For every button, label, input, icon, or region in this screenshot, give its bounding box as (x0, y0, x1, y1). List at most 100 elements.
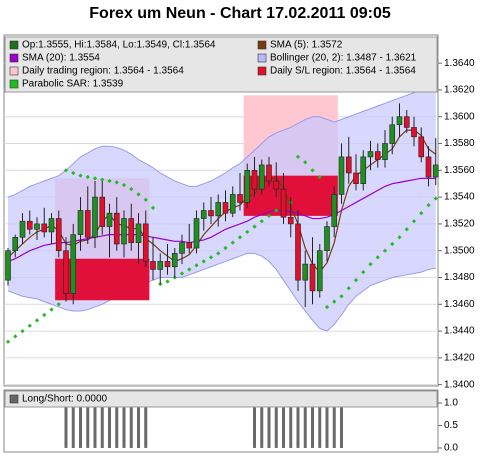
bar (282, 403, 285, 448)
sar-dot (324, 304, 330, 310)
bar (129, 403, 133, 448)
y-tick-label: 1.3520 (444, 219, 475, 230)
candle-body (92, 196, 98, 238)
sar-dot (310, 168, 315, 173)
sar-dot (361, 270, 366, 275)
candle-body (258, 164, 265, 190)
legend-label: Daily trading region: 1.3564 - 1.3564 (22, 66, 184, 77)
candle-body (229, 194, 236, 214)
candle-body (367, 151, 374, 158)
sar-dot (433, 196, 438, 201)
candle-body (280, 188, 287, 218)
sar-dot (332, 299, 337, 304)
legend-swatch (257, 53, 267, 63)
bar (253, 403, 256, 448)
candle-body (5, 250, 11, 281)
candle-body (121, 218, 127, 245)
sar-dot (143, 197, 148, 202)
candle-body (19, 220, 26, 238)
candle-body (360, 156, 367, 185)
candle-body (193, 218, 200, 249)
bar (93, 403, 97, 448)
candle-body (237, 194, 243, 203)
candle-body (338, 156, 345, 195)
sar-dot (136, 192, 141, 197)
sar-dot (100, 177, 105, 182)
candle-body (396, 116, 403, 126)
legend-label: SMA (20): 1.3554 (22, 53, 100, 64)
sar-dot (295, 154, 301, 160)
legend-label: Bollinger (20, 2): 1.3487 - 1.3621 (270, 53, 417, 64)
candle-body (99, 196, 106, 227)
sar-dot (201, 259, 206, 264)
candle-body (215, 202, 222, 217)
candle-body (157, 261, 164, 270)
bar (144, 403, 148, 448)
chart-title: Forex um Neun - Chart 17.02.2011 09:05 (89, 5, 391, 22)
candle-body (200, 210, 207, 219)
bar (318, 403, 322, 448)
y-tick-label: 1.3500 (444, 245, 475, 256)
candle-body (164, 261, 171, 268)
legend-label: Long/Short: 0.0000 (22, 394, 108, 405)
sar-dot (419, 211, 424, 216)
sar-dot (317, 174, 322, 180)
sar-dot (179, 271, 185, 276)
sar-dot (245, 229, 250, 235)
sar-dot (92, 176, 98, 181)
legend-swatch (9, 53, 19, 63)
sar-dot (368, 261, 373, 267)
sar-dot (237, 235, 243, 240)
candle-body (324, 226, 330, 251)
y-tick-label: 1.3440 (444, 326, 475, 337)
y-tick-label: 1.3400 (444, 379, 475, 390)
bar (122, 403, 126, 448)
indicator-line (7, 177, 436, 262)
candle-body (425, 156, 432, 178)
bar (296, 403, 300, 448)
legend-label: Daily S/L region: 1.3564 - 1.3564 (270, 66, 416, 77)
candle-body (316, 250, 323, 292)
legend-swatch (9, 79, 19, 89)
bar (71, 403, 75, 448)
candle-body (70, 234, 77, 294)
sar-dot (121, 182, 127, 188)
y-tick-label: 1.3480 (444, 272, 475, 283)
sar-dot (114, 180, 119, 185)
sar-dot (303, 160, 308, 165)
legend-swatch (257, 40, 267, 50)
sar-dot (274, 208, 279, 213)
candle-body (26, 220, 33, 230)
bar (79, 403, 82, 448)
candle-body (55, 218, 62, 251)
bar (115, 403, 119, 448)
legend-swatch (9, 40, 19, 50)
sar-dot (230, 240, 235, 245)
bar (332, 403, 336, 448)
y-tick-label: 1.3540 (444, 192, 475, 203)
candle-body (403, 116, 410, 128)
legend-swatch (9, 66, 19, 76)
candle-body (171, 253, 178, 268)
candle-body (222, 202, 229, 214)
bollinger-lower (7, 252, 436, 332)
candle-body (302, 263, 309, 281)
sar-dot (78, 173, 83, 178)
legend-label: Parabolic SAR: 1.3539 (22, 79, 124, 90)
sar-dot (71, 170, 76, 176)
sar-dot (216, 251, 221, 256)
sar-dot (252, 224, 257, 229)
sar-dot (411, 219, 417, 224)
sar-dot (382, 248, 388, 253)
candle-body (128, 218, 135, 243)
sar-dot (63, 168, 69, 173)
candle-body (113, 212, 120, 245)
sar-dot (426, 203, 431, 208)
sar-dot (390, 241, 395, 247)
candle-body (345, 156, 352, 174)
sar-dot (404, 227, 409, 232)
y-tick-label: 1.3420 (444, 353, 475, 364)
sar-dot (353, 278, 359, 283)
candle-body (179, 242, 185, 254)
